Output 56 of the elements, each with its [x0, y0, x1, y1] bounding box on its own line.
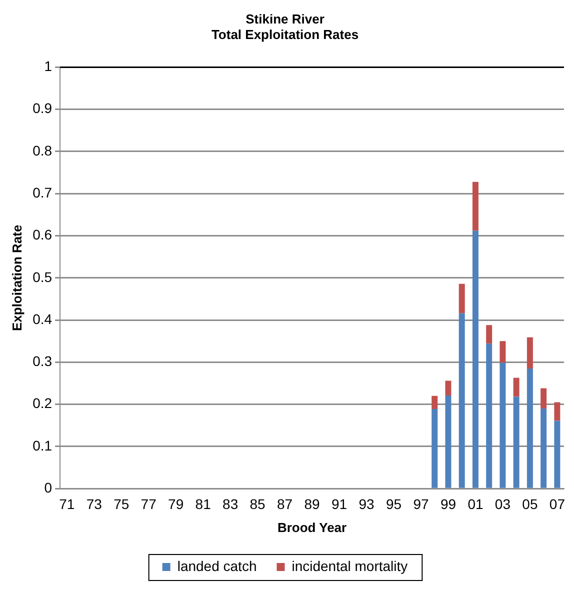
y-tick-label: 0.6	[32, 226, 52, 243]
x-tick-label: 87	[277, 496, 293, 512]
bar	[458, 313, 465, 488]
y-tick-label: 0.9	[32, 100, 52, 116]
x-tick-label: 71	[59, 496, 75, 512]
x-tick-label: 07	[549, 496, 566, 512]
bar	[513, 396, 520, 488]
y-tick-label: 0.1	[32, 437, 52, 454]
x-tick-label: 97	[413, 496, 429, 512]
bar	[472, 182, 478, 231]
text: Stikine River	[246, 11, 324, 26]
bar	[526, 368, 533, 488]
y-tick-label: 0	[44, 479, 52, 496]
bar	[486, 344, 492, 488]
x-tick-label: 91	[331, 496, 348, 512]
bar	[445, 395, 452, 488]
bar	[445, 380, 452, 396]
bar	[458, 284, 465, 314]
x-tick-label: 79	[168, 496, 184, 512]
x-tick-label: 85	[250, 496, 266, 512]
x-tick-label: 77	[140, 496, 157, 512]
y-axis-title: Exploitation Rate	[9, 224, 24, 331]
x-tick-label: 89	[304, 496, 320, 512]
y-tick-label: 1	[44, 58, 52, 74]
legend-label: landed catch	[177, 558, 257, 574]
y-tick-label: 0.2	[32, 395, 52, 412]
bar	[554, 402, 560, 421]
x-tick-label: 81	[195, 496, 212, 512]
bar	[432, 408, 438, 488]
x-axis-title: Brood Year	[277, 520, 347, 535]
bar	[526, 337, 533, 368]
x-tick-label: 95	[386, 496, 402, 512]
y-tick-label: 0.4	[32, 310, 52, 327]
bar	[500, 341, 506, 363]
bar	[540, 388, 547, 409]
x-tick-label: 99	[440, 496, 456, 512]
text: Total Exploitation Rates	[211, 26, 359, 42]
bar	[500, 362, 506, 488]
x-tick-label: 01	[468, 496, 484, 512]
bar	[554, 420, 560, 488]
bar	[432, 396, 438, 409]
x-tick-label: 03	[494, 496, 511, 512]
y-tick-label: 0.8	[32, 142, 52, 158]
x-tick-label: 83	[222, 496, 238, 512]
legend-label: incidental mortality	[292, 558, 408, 574]
bar	[513, 378, 520, 397]
x-tick-label: 93	[358, 496, 375, 512]
bar	[472, 230, 478, 488]
y-tick-label: 0.7	[32, 184, 52, 200]
x-tick-label: 75	[114, 496, 130, 512]
y-tick-label: 0.3	[32, 353, 52, 370]
y-tick-label: 0.5	[32, 268, 52, 285]
bar	[486, 325, 492, 344]
bar	[540, 408, 547, 488]
x-tick-label: 05	[522, 496, 538, 512]
x-tick-label: 73	[86, 496, 102, 512]
